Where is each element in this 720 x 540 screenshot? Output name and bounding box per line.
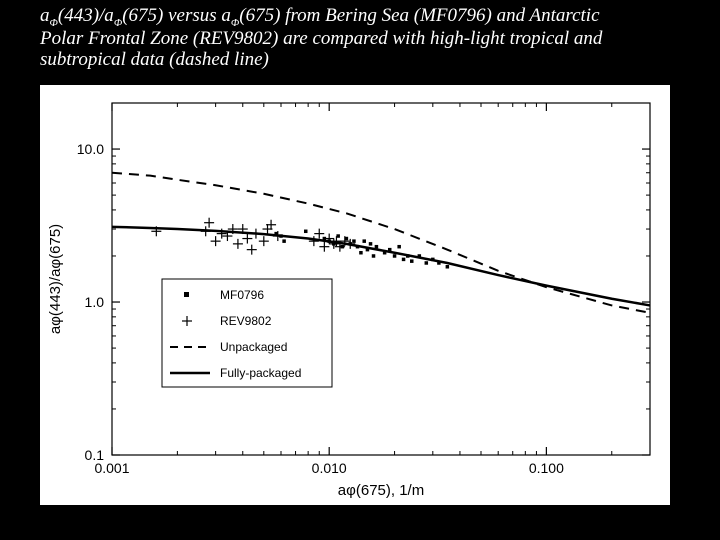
svg-text:0.100: 0.100 bbox=[529, 460, 564, 476]
t-l2: Polar Frontal Zone (REV9802) are compare… bbox=[40, 28, 602, 49]
svg-text:REV9802: REV9802 bbox=[220, 314, 272, 328]
t-m1: (443)/a bbox=[58, 5, 114, 26]
svg-text:aφ(675), 1/m: aφ(675), 1/m bbox=[338, 482, 424, 499]
svg-text:MF0796: MF0796 bbox=[220, 288, 264, 302]
svg-text:Unpackaged: Unpackaged bbox=[220, 340, 287, 354]
t-m2: (675) versus a bbox=[122, 5, 231, 26]
svg-text:0.1: 0.1 bbox=[85, 447, 105, 463]
svg-text:10.0: 10.0 bbox=[77, 141, 104, 157]
t-l3: subtropical data (dashed line) bbox=[40, 49, 269, 70]
t-pre: a bbox=[40, 5, 50, 26]
chart-container: 0.0010.0100.1000.11.010.0aφ(675), 1/maφ(… bbox=[40, 85, 670, 505]
svg-text:Fully-packaged: Fully-packaged bbox=[220, 366, 301, 380]
svg-text:aφ(443)/aφ(675): aφ(443)/aφ(675) bbox=[47, 224, 64, 334]
caption-text: aΦ(443)/aΦ(675) versus aΦ(675) from Beri… bbox=[0, 0, 720, 75]
svg-text:1.0: 1.0 bbox=[85, 294, 105, 310]
t-post: (675) from Bering Sea (MF0796) and Antar… bbox=[239, 5, 599, 26]
scatter-chart: 0.0010.0100.1000.11.010.0aφ(675), 1/maφ(… bbox=[40, 85, 670, 505]
svg-text:0.010: 0.010 bbox=[312, 460, 347, 476]
